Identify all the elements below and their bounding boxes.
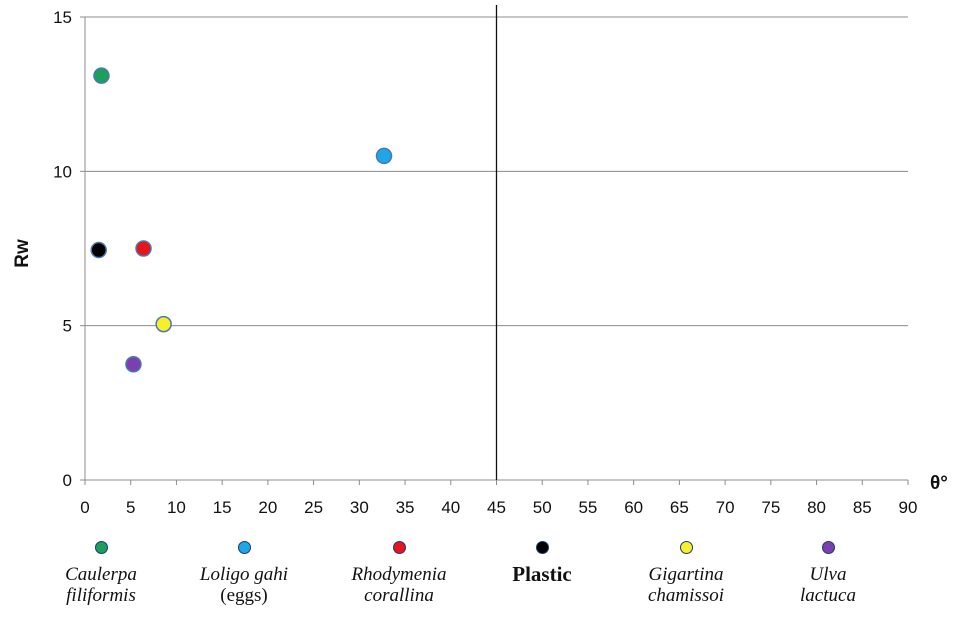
- y-axis-title: Rw: [12, 239, 33, 268]
- x-tick-label: 20: [258, 498, 277, 517]
- x-tick-label: 80: [807, 498, 826, 517]
- data-point: [375, 147, 393, 165]
- x-tick-label: 70: [716, 498, 735, 517]
- legend-marker: [535, 541, 549, 554]
- x-tick-labels: 0 5 10 15 20 25 30 35 40 45 50 55 60 65 70 75 80 85 90: [80, 498, 917, 517]
- data-point: [155, 315, 172, 333]
- legend-marker: [237, 541, 251, 554]
- y-tick-label: 15: [53, 8, 72, 27]
- legend-label: Rhodymenia corallina: [324, 564, 474, 606]
- data-points: [90, 67, 393, 373]
- data-point: [125, 356, 142, 373]
- y-tick-label: 0: [63, 471, 72, 490]
- legend-label-line: lactuca: [800, 585, 856, 606]
- legend-marker: [679, 541, 693, 554]
- legend-label-line: Gigartina: [648, 564, 724, 585]
- x-tick-label: 90: [899, 498, 918, 517]
- legend-label-line: (eggs): [220, 585, 268, 606]
- legend-label-line: Plastic: [512, 562, 572, 586]
- x-tick-label: 5: [126, 498, 135, 517]
- x-tick-label: 75: [761, 498, 780, 517]
- legend-item: Caulerpa filiformis: [26, 528, 176, 606]
- legend-label-line: filiformis: [66, 585, 136, 606]
- x-tick-label: 45: [487, 498, 506, 517]
- data-point: [93, 67, 110, 84]
- data-point: [135, 240, 152, 257]
- legend: Caulerpa filiformis Loligo gahi (eggs) Rhody…: [0, 528, 953, 624]
- legend-label-line: Loligo gahi: [199, 564, 289, 585]
- legend-item: Rhodymenia corallina: [324, 528, 474, 606]
- legend-item: Loligo gahi (eggs): [169, 528, 319, 606]
- x-tick-label: 50: [533, 498, 552, 517]
- x-tick-label: 30: [350, 498, 369, 517]
- legend-label-line: corallina: [364, 585, 434, 606]
- axes: [80, 5, 909, 485]
- legend-marker: [94, 541, 108, 554]
- scatter-chart: 0 5 10 15 0 5 10 15 20 25 30 35 40 45 50 55 60 65 70 75 80 8…: [12, 5, 948, 517]
- data-point: [90, 241, 107, 259]
- x-tick-label: 15: [213, 498, 232, 517]
- x-tick-label: 65: [670, 498, 689, 517]
- legend-marker: [392, 541, 406, 554]
- x-tick-label: 85: [853, 498, 872, 517]
- legend-label-line: Ulva: [809, 564, 847, 585]
- legend-item: Gigartina chamissoi: [611, 528, 761, 606]
- legend-marker: [821, 541, 835, 554]
- y-tick-label: 10: [53, 162, 72, 181]
- x-tick-label: 40: [441, 498, 460, 517]
- legend-label: Ulva lactuca: [753, 564, 903, 606]
- legend-item: Plastic: [467, 528, 617, 585]
- x-tick-label: 35: [396, 498, 415, 517]
- x-axis-title: θ°: [930, 473, 948, 494]
- legend-item: Ulva lactuca: [753, 528, 903, 606]
- legend-label: Loligo gahi (eggs): [169, 564, 319, 606]
- legend-label: Caulerpa filiformis: [26, 564, 176, 606]
- y-tick-labels: 0 5 10 15: [53, 8, 72, 490]
- legend-label-line: Rhodymenia: [351, 564, 447, 585]
- legend-label-line: chamissoi: [648, 585, 724, 606]
- legend-label: Gigartina chamissoi: [611, 564, 761, 606]
- legend-label-line: Caulerpa: [65, 564, 137, 585]
- x-tick-label: 25: [304, 498, 323, 517]
- x-tick-label: 55: [578, 498, 597, 517]
- x-tick-label: 60: [624, 498, 643, 517]
- x-tick-label: 0: [80, 498, 89, 517]
- y-tick-label: 5: [63, 317, 72, 336]
- x-tick-label: 10: [167, 498, 186, 517]
- legend-label: Plastic: [467, 564, 617, 585]
